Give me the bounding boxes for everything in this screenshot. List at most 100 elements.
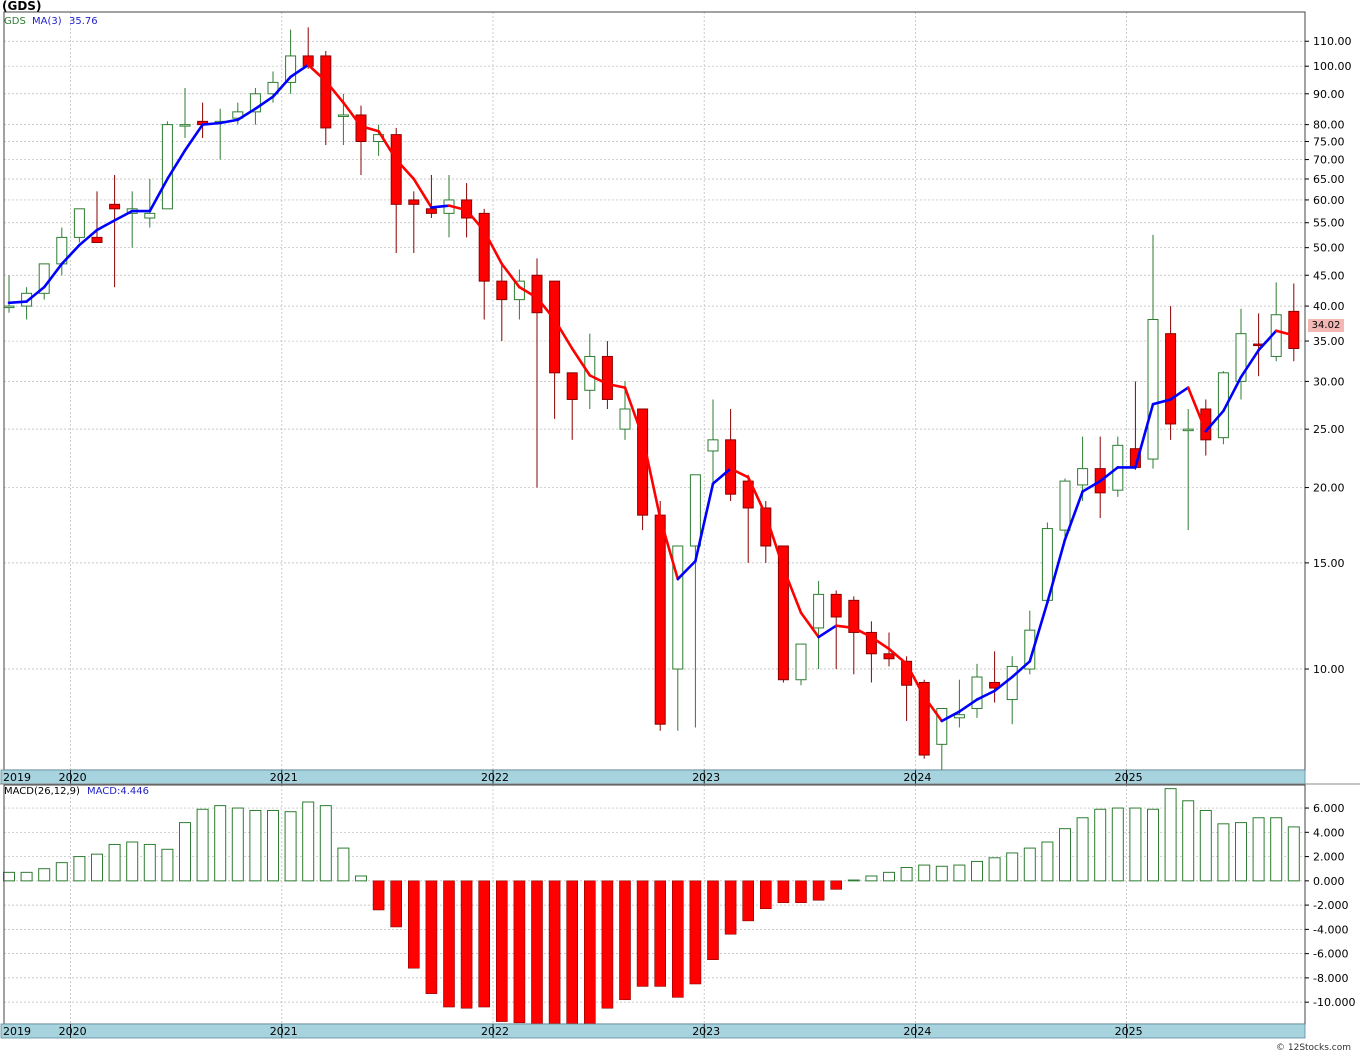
ma-segment [887,647,908,666]
price-tick-label: 40.00 [1313,300,1345,313]
ma-segment [711,467,732,485]
macd-bar [636,880,649,987]
candle-body [795,643,807,681]
macd-tick-label: 2.000 [1313,851,1345,864]
candle-body [1217,372,1229,439]
macd-tick-label: 4.000 [1313,826,1345,839]
year-axis-label: 2020 [59,771,87,784]
year-axis-label: 2025 [1115,1025,1143,1038]
ma-segment [201,121,222,126]
macd-bar [548,880,561,1025]
macd-bar [1023,847,1036,882]
year-axis-label: 2023 [692,771,720,784]
ma-segment [940,710,961,723]
macd-bar [1287,826,1300,882]
candlestick [249,88,261,125]
year-axis-label: 2021 [270,771,298,784]
ma-segment [588,374,609,386]
candle-body [91,236,103,243]
candle-body [1024,629,1036,670]
ma-segment [535,296,556,321]
macd-bar [143,843,156,882]
macd-bar [689,880,702,985]
candlestick [179,88,191,139]
macd-bar [759,880,772,910]
ticker-title: (GDS) [2,0,42,13]
candle-body [689,474,701,547]
macd-bar [724,880,737,935]
ma-segment [623,386,644,438]
candle-body [672,545,684,670]
macd-bar [478,880,491,1008]
price-tick-label: 100.00 [1313,60,1352,73]
macd-bar [319,805,332,882]
ma-segment [1063,490,1084,541]
candlestick [918,679,930,759]
candlestick [161,121,173,210]
ma-segment [834,624,856,630]
macd-bar [847,879,860,882]
macd-bar [654,880,667,987]
macd-bar [1199,809,1212,882]
macd-bar [1006,852,1019,882]
candlestick [566,372,578,440]
ma-segment [377,129,398,161]
macd-bar [390,880,403,928]
ma-segment [1134,402,1155,469]
ma-segment [1046,538,1067,604]
candle-body [619,408,631,430]
price-tick-label: 45.00 [1313,269,1345,282]
year-axis-label: 2019 [3,1025,31,1038]
candle-body [21,292,33,307]
ma-segment [78,228,99,247]
macd-bar [777,880,790,903]
ma-segment [870,635,891,651]
candle-body [813,593,825,629]
price-tick-label: 55.00 [1313,217,1345,230]
candlestick [109,174,121,288]
candle-body [496,280,508,301]
ma-segment [1186,386,1208,433]
candle-body [478,212,490,282]
ma-segment [113,209,134,222]
macd-bar [126,841,139,882]
ma-segment [342,101,363,128]
macd-bar [707,880,719,961]
candlestick [320,50,332,146]
candlestick [1288,283,1300,362]
macd-bar [830,880,843,890]
price-tick-label: 65.00 [1313,173,1345,186]
ma-segment [42,262,64,289]
ma-segment [922,695,944,723]
ma-segment [447,204,468,212]
macd-bar [671,880,684,998]
ma-segment [852,626,873,639]
ma-segment [25,285,46,303]
ma-segment [1010,659,1032,679]
footer-credit: © 12Stocks.com [1276,1043,1351,1053]
ma-segment [694,482,715,563]
candle-body [989,681,1001,689]
macd-tick-label: -2.000 [1313,899,1348,912]
macd-bar [249,809,262,882]
candle-body [1077,468,1089,486]
ma-segment [1169,386,1190,401]
price-tick-label: 20.00 [1313,482,1345,495]
price-grid [4,12,1305,770]
macd-label: MACD(26,12,9) [4,786,80,797]
macd-bar [20,871,33,882]
macd-bar [196,808,209,882]
macd-bar [1094,808,1107,882]
macd-bar [1076,817,1089,882]
ma-segment [518,285,539,300]
candlestick [989,651,1001,703]
ma-segment [148,177,169,213]
candle-body [777,545,789,681]
candle-body [390,134,402,205]
macd-bar [795,880,807,903]
macd-bar [108,843,121,882]
macd-bar [425,880,438,994]
price-tick-label: 50.00 [1313,242,1345,255]
macd-bar [988,857,1001,882]
moving-average-line [7,63,1296,723]
